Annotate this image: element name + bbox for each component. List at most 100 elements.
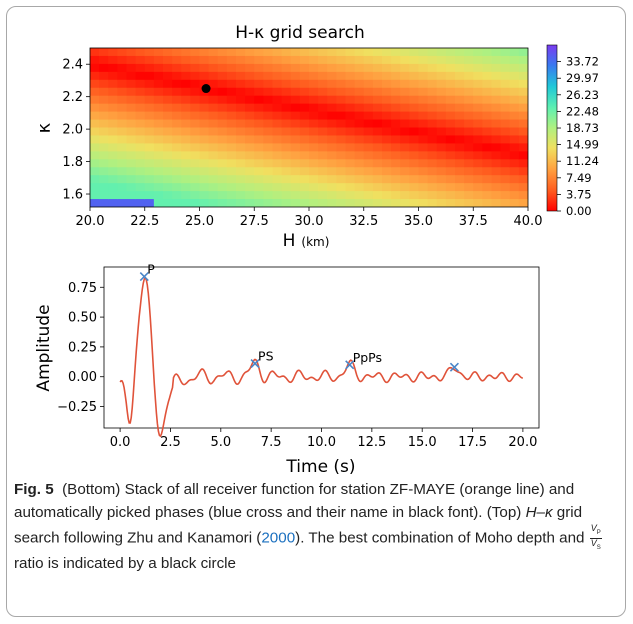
heatmap-cell (327, 79, 337, 89)
heatmap-cell (509, 63, 520, 73)
heatmap-cell (217, 71, 228, 81)
heatmap-cell (263, 135, 274, 144)
heatmap-cell (208, 135, 219, 144)
heatmap-cell (473, 119, 483, 129)
heatmap-cell (491, 183, 502, 192)
heatmap-cell (153, 151, 164, 160)
heatmap-cell (126, 111, 137, 121)
heatmap-cell (217, 159, 228, 168)
heatmap-cell (99, 143, 109, 152)
heatmap-cell (163, 103, 173, 113)
heatmap-cell (455, 111, 465, 121)
x-tick-label: 35.0 (404, 214, 433, 229)
heatmap-cell (245, 175, 255, 184)
reference-link[interactable]: 2000 (261, 529, 296, 547)
heatmap-cell (500, 87, 511, 97)
heatmap-cell (318, 55, 328, 65)
heatmap-cell (500, 103, 511, 113)
heatmap-cell (518, 103, 528, 113)
heatmap-cell (208, 119, 219, 129)
heatmap-cell (409, 143, 420, 152)
heatmap-cell (354, 71, 365, 81)
heatmap-cell (281, 167, 292, 176)
heatmap-cell (254, 143, 264, 152)
heatmap-cell (409, 167, 420, 176)
heatmap-cell (208, 151, 219, 160)
heatmap-cell (409, 191, 420, 200)
heatmap-cell (464, 79, 474, 89)
heatmap-cell (491, 167, 502, 176)
heatmap-cell (172, 127, 182, 137)
heatmap-cell (372, 63, 383, 73)
heatmap-cell (436, 87, 447, 97)
heatmap-cell (464, 167, 474, 176)
heatmap-cell (354, 199, 365, 207)
heatmap-cell (90, 63, 100, 73)
heatmap-cell (108, 175, 118, 184)
heatmap-cell (208, 103, 219, 113)
heatmap-cell (336, 48, 347, 57)
heatmap-cell (409, 48, 420, 57)
heatmap-cell (354, 119, 365, 129)
heatmap-cell (208, 79, 219, 89)
heatmap-cell (245, 191, 255, 200)
heatmap-cell (290, 103, 301, 113)
heatmap-cell (126, 79, 137, 89)
heatmap-cell (163, 87, 173, 97)
heatmap-cell (491, 111, 502, 121)
heatmap-cell (236, 48, 246, 57)
heatmap-cell (245, 55, 255, 65)
heatmap-cell (509, 87, 520, 97)
heatmap-cell (445, 175, 456, 184)
heatmap-cell (491, 175, 502, 184)
heatmap-cell (518, 71, 528, 81)
heatmap-cell (436, 135, 447, 144)
heatmap-cell (172, 159, 182, 168)
heatmap-cell (391, 103, 401, 113)
heatmap-cell (172, 111, 182, 121)
heatmap-cell (418, 95, 429, 105)
heatmap-cell (518, 119, 528, 129)
heatmap-cell (135, 63, 146, 73)
heatmap-cell (509, 127, 520, 137)
heatmap-cell (418, 191, 429, 200)
heatmap-cell (135, 159, 146, 168)
heatmap-cell (327, 191, 337, 200)
heatmap-cell (327, 143, 337, 152)
heatmap-cell (281, 143, 292, 152)
heatmap-cell (117, 175, 128, 184)
heatmap-cell (144, 191, 155, 200)
heatmap-cell (126, 199, 137, 207)
heatmap-cell (482, 95, 493, 105)
heatmap-cells (90, 48, 528, 207)
heatmap-cell (226, 87, 237, 97)
heatmap-cell (363, 55, 374, 65)
heatmap-cell (363, 87, 374, 97)
heatmap-cell (491, 79, 502, 89)
heatmap-cell (226, 191, 237, 200)
heatmap-cell (464, 103, 474, 113)
heatmap-cell (482, 119, 493, 129)
x-tick-label: 37.5 (459, 214, 488, 229)
heatmap-cell (464, 48, 474, 57)
heatmap-cell (336, 71, 347, 81)
heatmap-cell (172, 48, 182, 57)
heatmap-cell (126, 167, 137, 176)
y-tick-label: −0.25 (57, 400, 97, 415)
pick-cross (139, 271, 149, 282)
heatmap-cell (372, 191, 383, 200)
heatmap-cell (455, 127, 465, 137)
heatmap-cell (482, 167, 493, 176)
heatmap-cell (254, 71, 264, 81)
heatmap-cell (135, 151, 146, 160)
heatmap-cell (400, 199, 410, 207)
heatmap-cell (190, 127, 201, 137)
heatmap-cell (427, 63, 438, 73)
heatmap-cell (226, 63, 237, 73)
heatmap-cell (108, 127, 118, 137)
heatmap-cell (409, 151, 420, 160)
heatmap-cell (272, 103, 283, 113)
heatmap-cell (117, 63, 128, 73)
heatmap-cell (208, 55, 219, 65)
heatmap-cell (117, 79, 128, 89)
